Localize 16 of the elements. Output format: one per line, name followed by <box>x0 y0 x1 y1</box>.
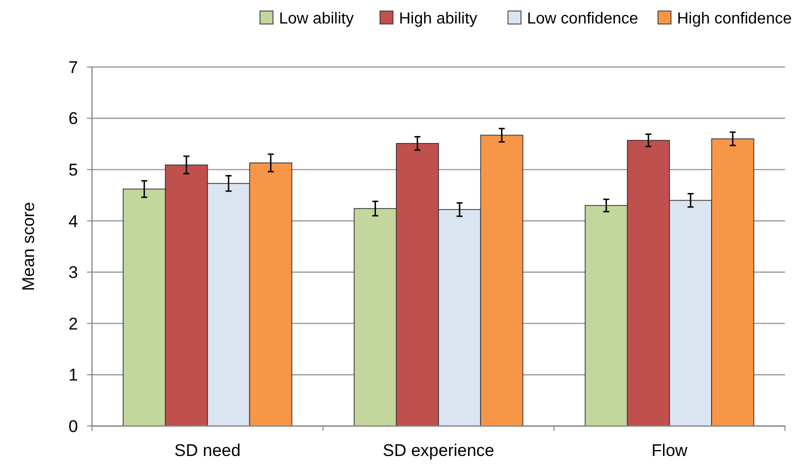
x-tick-label: SD experience <box>382 441 494 460</box>
y-tick-label: 0 <box>68 416 78 436</box>
y-tick-label: 1 <box>68 366 78 385</box>
legend-label: Low confidence <box>527 10 638 28</box>
y-axis-title: Mean score <box>19 202 38 291</box>
y-tick-label: 5 <box>68 160 78 180</box>
y-tick-label: 6 <box>68 109 78 128</box>
y-tick-label: 4 <box>68 212 78 231</box>
x-tick-label: Flow <box>652 441 688 460</box>
x-tick-label: SD need <box>174 441 241 460</box>
y-tick-label: 2 <box>68 314 78 334</box>
y-tick-label: 7 <box>68 58 78 77</box>
legend-label: High confidence <box>677 10 792 28</box>
y-tick-label: 3 <box>68 263 78 282</box>
legend-label: Low ability <box>279 10 354 28</box>
legend-label: High ability <box>399 10 478 28</box>
